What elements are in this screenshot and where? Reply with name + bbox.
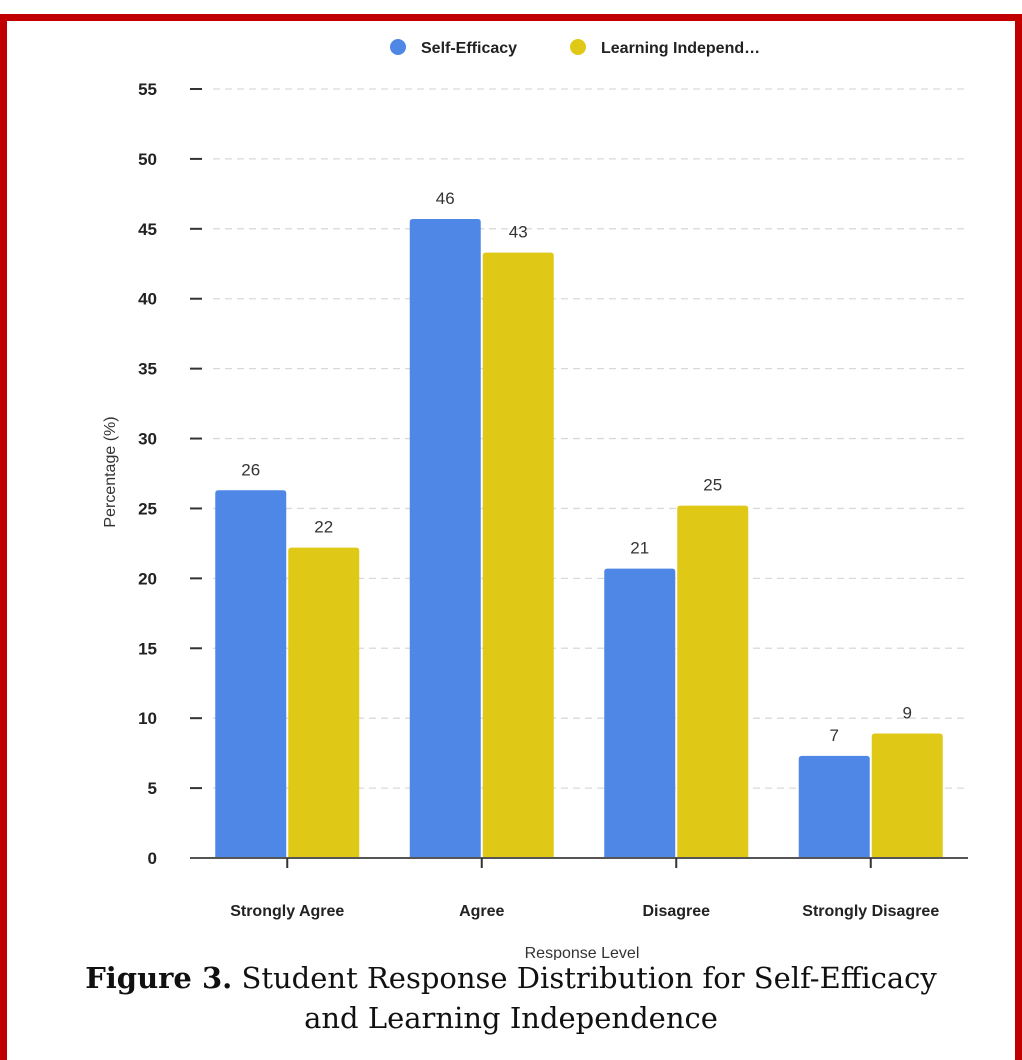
- y-axis-ticks: 0 5 10 15 20 25 30 35 40 45 50 55: [138, 80, 202, 868]
- y-tick-label: 25: [138, 499, 157, 518]
- x-tick-label: Strongly Agree: [230, 903, 344, 920]
- x-tick-label: Agree: [459, 903, 504, 920]
- x-axis-ticks: Strongly Agree Agree Disagree Strongly Disa…: [230, 858, 939, 920]
- y-tick-label: 40: [138, 290, 157, 309]
- data-label: 43: [509, 223, 528, 242]
- y-tick-label: 10: [138, 709, 157, 728]
- data-label: 7: [830, 726, 839, 745]
- legend-label: Self-Efficacy: [421, 40, 517, 57]
- data-label: 9: [903, 704, 912, 723]
- y-tick-label: 20: [138, 569, 157, 588]
- figure-caption: Figure 3. Student Response Distribution …: [0, 958, 1022, 1038]
- x-tick-label: Disagree: [642, 903, 710, 920]
- bar: [798, 755, 870, 858]
- data-label: 25: [703, 476, 722, 495]
- y-tick-label: 5: [148, 779, 157, 798]
- caption-line-2: and Learning Independence: [304, 1001, 718, 1035]
- y-tick-label: 15: [138, 639, 157, 658]
- figure-frame: [0, 14, 1022, 1060]
- x-axis-label: Response Level: [525, 945, 640, 960]
- bars: [215, 219, 943, 859]
- y-tick-label: 35: [138, 360, 157, 379]
- y-tick-label: 30: [138, 430, 157, 449]
- caption-line-1: Student Response Distribution for Self-E…: [241, 961, 937, 995]
- bar: [604, 568, 676, 858]
- data-label: 26: [241, 460, 260, 479]
- data-labels: 26 22 46 43 21 25 7 9: [241, 189, 912, 745]
- bar: [677, 505, 749, 858]
- bar: [871, 733, 943, 858]
- y-tick-label: 50: [138, 150, 157, 169]
- legend-swatch: [390, 39, 406, 55]
- y-tick-label: 45: [138, 220, 157, 239]
- legend: Self-Efficacy Learning Independ…: [390, 39, 760, 57]
- legend-swatch: [570, 39, 586, 55]
- legend-label: Learning Independ…: [601, 40, 760, 57]
- bar: [482, 252, 554, 858]
- data-label: 21: [630, 539, 649, 558]
- figure-label: Figure 3.: [85, 961, 233, 995]
- data-label: 46: [436, 189, 455, 208]
- bar: [409, 219, 481, 859]
- y-tick-label: 55: [138, 80, 157, 99]
- bar-chart: 0 5 10 15 20 25 30 35 40 45 50 55 26 22 46 43 21 25 7 9 St…: [102, 39, 968, 960]
- data-label: 22: [314, 518, 333, 537]
- x-tick-label: Strongly Disagree: [802, 903, 939, 920]
- y-tick-label: 0: [148, 849, 157, 868]
- bar: [288, 547, 360, 858]
- bar: [215, 490, 287, 858]
- y-axis-label: Percentage (%): [102, 416, 119, 527]
